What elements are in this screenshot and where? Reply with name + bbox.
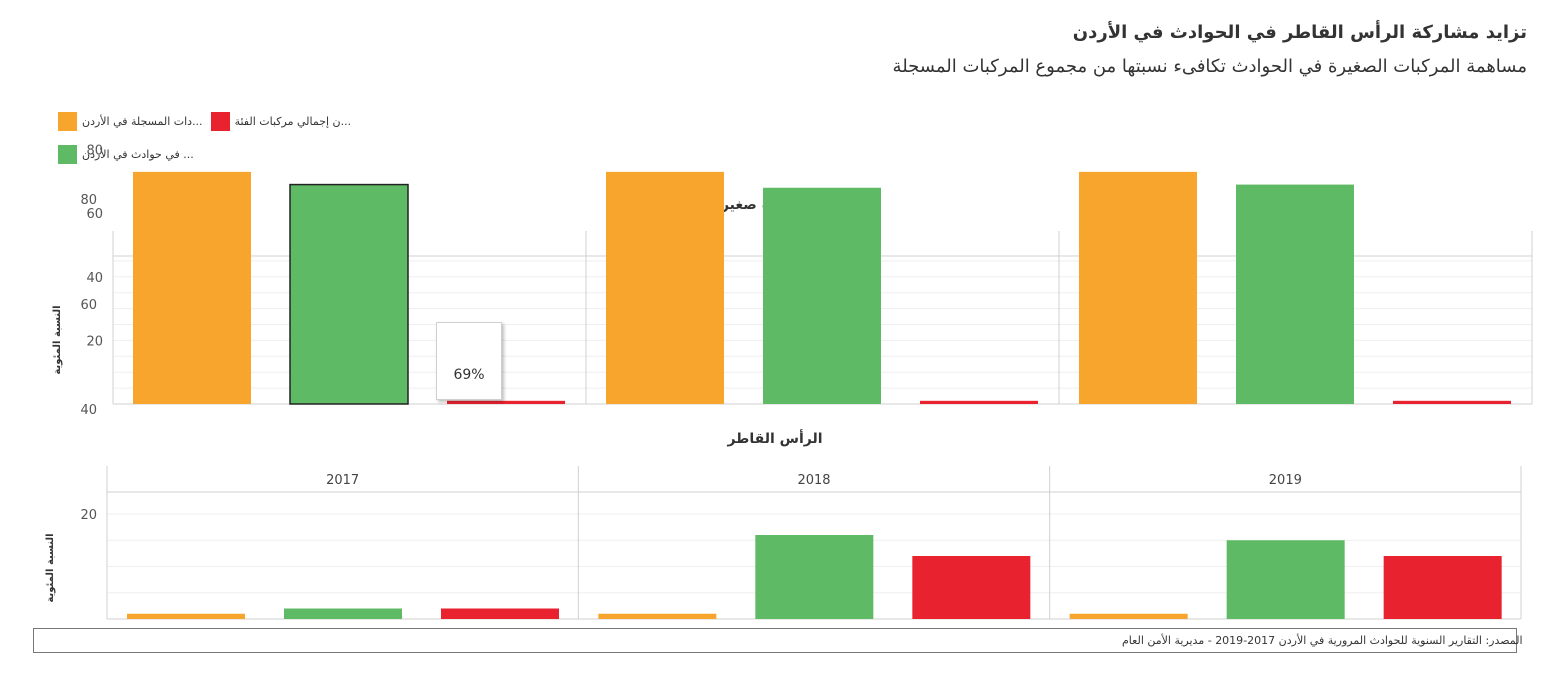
legend-label-registered: ...دات المسجلة في الأردن (82, 114, 203, 128)
value-tooltip: 69% (436, 322, 502, 400)
c2-bar-2018-s0 (598, 613, 717, 619)
c1-bar-2018-s0 (606, 171, 724, 404)
chart-2-title: الرأس القاطر (727, 431, 823, 447)
legend-swatch-green (58, 144, 77, 164)
c2-y-tick-label: 40 (80, 403, 97, 418)
c1-y-tick-label: 40 (86, 271, 103, 286)
c2-y-tick-label: 80 (80, 193, 97, 208)
c2-bar-2019-s1 (1226, 540, 1345, 619)
legend-row-1: ...دات المسجلة في الأردن ...ن إجمالي مرك… (58, 110, 359, 132)
c2-bar-2017-s1 (284, 608, 402, 619)
c2-bar-2017-s2 (441, 608, 559, 619)
chart-subtitle: مساهمة المركبات الصغيرة في الحوادث تكافى… (892, 56, 1527, 77)
c1-bar-2019-s0 (1079, 171, 1197, 404)
c1-y-axis-label: النسبة المئوية (52, 305, 63, 374)
legend-item-category-share[interactable]: ...ن إجمالي مركبات الفئة (210, 111, 352, 131)
chart-title: تزايد مشاركة الرأس القاطر في الحوادث في … (1072, 22, 1527, 43)
c2-panel-header-2019: 2019 (1269, 473, 1302, 488)
c1-y-tick-label: 20 (86, 334, 103, 349)
c2-bar-2018-s1 (755, 535, 874, 619)
c2-bar-2019-s0 (1069, 613, 1188, 619)
legend-swatch-red (210, 111, 230, 131)
legend-item-accidents[interactable]: ... في حوادث في الأردن (58, 144, 194, 164)
c2-bar-2017-s0 (127, 613, 245, 619)
tooltip-value: 69% (453, 367, 485, 383)
legend: ...دات المسجلة في الأردن ...ن إجمالي مرك… (58, 110, 359, 176)
c1-bar-2017-s1 (289, 183, 409, 405)
legend-row-2: ... في حوادث في الأردن (58, 143, 359, 165)
c1-y-tick-label: 60 (86, 207, 103, 222)
c2-bar-2019-s2 (1383, 556, 1502, 619)
legend-item-registered[interactable]: ...دات المسجلة في الأردن (58, 111, 203, 131)
c2-panel-header-2018: 2018 (797, 473, 830, 488)
source-text: المصدر: التقارير السنوية للحوادث المروري… (1122, 634, 1523, 647)
c1-bar-2018-s2 (920, 400, 1038, 404)
legend-label-accidents: ... في حوادث في الأردن (82, 147, 194, 161)
c1-bar-2018-s1 (763, 187, 881, 404)
c2-bar-2018-s2 (912, 556, 1031, 619)
legend-swatch-orange (58, 111, 77, 131)
c2-y-axis-label: النسبة المئوية (45, 533, 56, 602)
c1-bar-2017-s2 (447, 400, 565, 404)
c1-bar-2017-s0 (133, 171, 251, 404)
c2-y-tick-label: 20 (80, 508, 97, 523)
legend-label-category-share: ...ن إجمالي مركبات الفئة (234, 114, 352, 128)
c1-y-tick-label: 80 (86, 144, 103, 159)
c2-y-tick-label: 60 (80, 298, 97, 313)
c2-panel-header-2017: 2017 (326, 473, 359, 488)
c1-bar-2019-s2 (1393, 400, 1511, 404)
source-box: المصدر: التقارير السنوية للحوادث المروري… (33, 628, 1523, 653)
c1-bar-2019-s1 (1236, 184, 1354, 404)
